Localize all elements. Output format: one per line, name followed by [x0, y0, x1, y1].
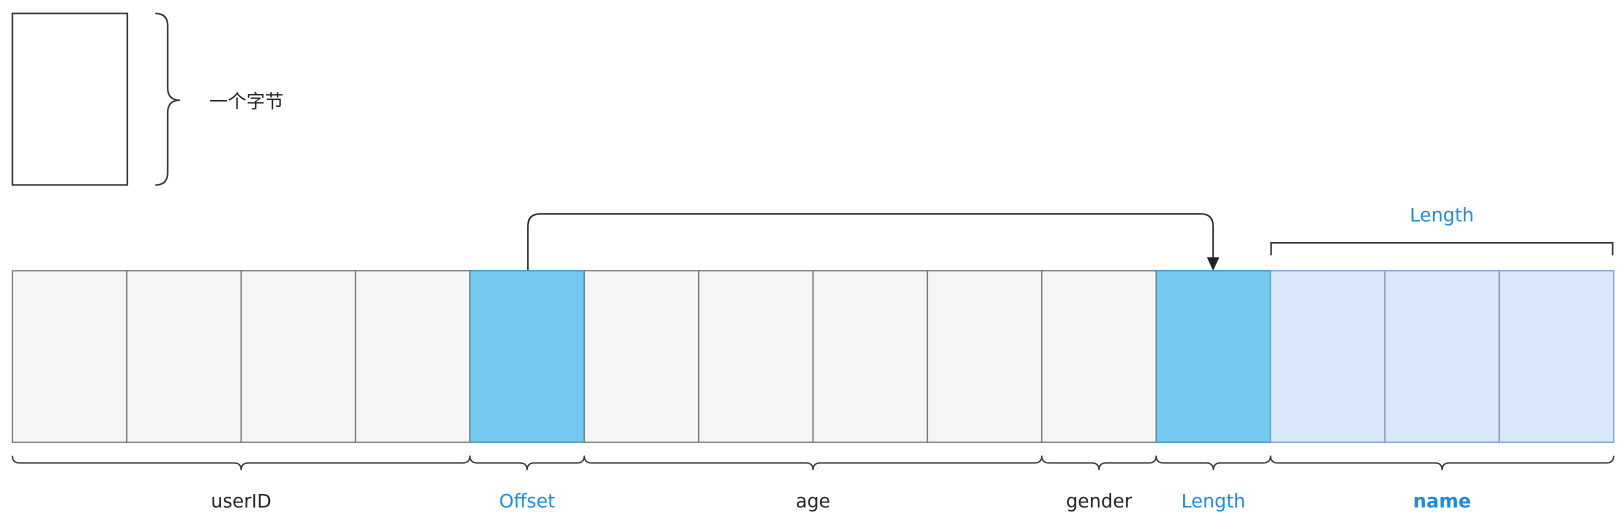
field-label: userID: [211, 492, 271, 513]
legend-label: 一个字节: [209, 92, 284, 113]
byte-cell: [1384, 270, 1500, 443]
byte-cell: [240, 270, 357, 443]
legend-brace: [155, 12, 181, 186]
field-label: age: [796, 492, 831, 513]
field-brace: [1155, 455, 1272, 471]
byte-cell: [812, 270, 929, 443]
field-brace: [1041, 455, 1157, 471]
field-label: name: [1413, 492, 1471, 513]
byte-cell: [926, 270, 1043, 443]
field-brace: [11, 455, 471, 471]
byte-cell: [1155, 270, 1272, 443]
byte-cell: [1041, 270, 1157, 443]
byte-cell: [1269, 270, 1386, 443]
braces: userID Offset age gender Length name: [11, 455, 1615, 513]
byte-cell: [583, 270, 700, 443]
field-label: Length: [1181, 492, 1245, 513]
byte-cell: [354, 270, 471, 443]
arrow-head: [1206, 257, 1220, 271]
name-span-label: Length: [1410, 205, 1474, 226]
field-label: gender: [1066, 492, 1132, 513]
byte-cell: [469, 270, 585, 443]
byte-cell: [698, 270, 814, 443]
field-brace: [583, 455, 1043, 471]
byte-cell: [126, 270, 242, 443]
cells: [11, 270, 1615, 443]
offset-arrow: [527, 213, 1214, 271]
byte-box: [11, 12, 129, 186]
field-label: Offset: [499, 492, 555, 513]
name-span-bracket: [1270, 242, 1614, 256]
field-brace: [469, 455, 585, 471]
byte-cell: [11, 270, 128, 443]
field-brace: [1269, 455, 1615, 471]
byte-cell: [1498, 270, 1615, 443]
